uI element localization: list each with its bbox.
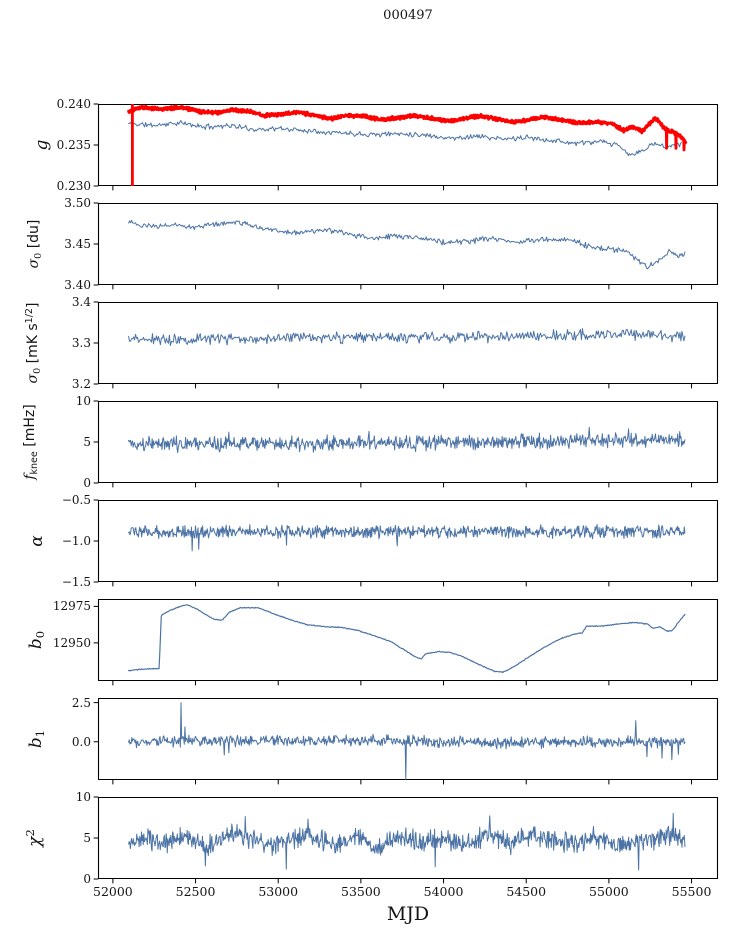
y-tick-label-b1: 0.0 — [71, 734, 91, 749]
y-tick-label-b0: 12975 — [52, 599, 91, 614]
y-axis-label-g: g — [32, 140, 52, 151]
y-tick-label-f_knee: 5 — [83, 435, 91, 449]
x-tick-label: 53500 — [340, 884, 381, 899]
y-tick-label-g: 0.240 — [56, 97, 91, 111]
y-axis-label-alpha: α — [27, 535, 47, 546]
y-axis-label-part: σ — [26, 258, 42, 269]
y-axis-label-sigma0_mks: σ0 [mK s1/2] — [23, 302, 43, 384]
y-tick-label-sigma0_du: 3.50 — [64, 196, 91, 210]
x-tick-label: 54000 — [423, 884, 464, 899]
x-tick-label: 52500 — [175, 884, 216, 899]
y-axis-label-part: f — [22, 474, 38, 480]
y-tick-label-f_knee: 0 — [83, 476, 91, 490]
y-axis-label-chi2: χ2 — [22, 829, 45, 847]
y-axis-label-part: α — [27, 535, 47, 547]
y-tick-label-alpha: −0.5 — [61, 493, 91, 507]
y-tick-label-sigma0_mks: 3.4 — [71, 295, 91, 309]
x-tick-label: 55500 — [671, 884, 712, 899]
x-tick-label: 52000 — [92, 884, 133, 899]
x-axis-title: MJD — [386, 903, 430, 925]
y-axis-label-b1: b1 — [26, 729, 48, 749]
y-axis-label-part: 1/2 — [23, 308, 35, 324]
y-tick-label-g: 0.230 — [56, 179, 91, 193]
y-axis-label-part: knee — [28, 451, 40, 475]
y-axis-label-part: 0 — [32, 252, 44, 259]
y-axis-label-part: b — [26, 638, 46, 650]
y-axis-label-b0: b0 — [26, 630, 48, 650]
y-axis-label-part: 1 — [33, 729, 48, 738]
x-tick-label: 54500 — [506, 884, 547, 899]
y-axis-label-part: χ — [25, 836, 45, 847]
y-tick-label-sigma0_mks: 3.3 — [71, 336, 91, 350]
x-tick-label: 55000 — [588, 884, 629, 899]
y-axis-label-part: 0 — [31, 367, 43, 374]
y-axis-label-sigma0_du: σ0 [du] — [26, 219, 44, 269]
y-tick-label-chi2: 0 — [83, 872, 91, 886]
y-tick-label-f_knee: 10 — [75, 394, 91, 408]
x-tick-label: 53000 — [258, 884, 299, 899]
y-axis-label-part: [mHz] — [22, 404, 38, 452]
y-tick-label-b0: 12950 — [52, 635, 91, 650]
y-axis-label-part: [du] — [26, 219, 42, 253]
y-tick-label-chi2: 5 — [83, 831, 91, 845]
y-axis-label-part: b — [26, 737, 46, 749]
y-tick-label-b1: 2.5 — [71, 695, 91, 710]
figure-title: 000497 — [383, 8, 433, 23]
y-tick-label-sigma0_mks: 3.2 — [71, 377, 91, 391]
y-tick-label-sigma0_du: 3.45 — [64, 237, 91, 251]
y-axis-label-part: 2 — [22, 829, 37, 837]
y-axis-label-part: 0 — [33, 630, 48, 639]
y-axis-label-part: [mK s — [25, 323, 41, 368]
y-tick-label-alpha: −1.5 — [61, 575, 91, 589]
y-tick-label-chi2: 10 — [75, 790, 91, 804]
y-axis-label-part: ] — [25, 302, 41, 309]
y-axis-label-part: g — [32, 139, 52, 151]
y-axis-label-f_knee: fknee [mHz] — [22, 404, 40, 480]
y-tick-label-g: 0.235 — [56, 138, 91, 152]
y-axis-label-part: σ — [25, 373, 41, 384]
y-tick-label-alpha: −1.0 — [61, 534, 91, 548]
y-tick-label-sigma0_du: 3.40 — [64, 278, 91, 292]
